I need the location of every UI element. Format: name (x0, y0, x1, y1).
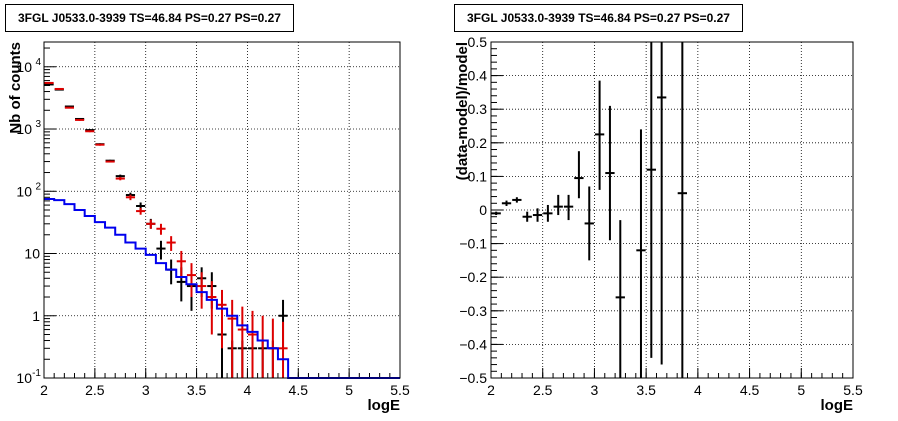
data-point (278, 321, 288, 378)
data-point (247, 310, 258, 378)
data-point (217, 289, 227, 349)
x-tick-label: 4 (244, 382, 252, 398)
data-point (176, 250, 186, 279)
plot-frame (43, 41, 401, 379)
x-axis-label: logE (368, 397, 401, 414)
data-point (584, 186, 594, 261)
data-point (501, 200, 512, 206)
y-tick-exponent: 4 (35, 57, 41, 68)
x-tick-label: 2.5 (533, 382, 553, 398)
residuals-chart-title: 3FGL J0533.0-3939 TS=46.84 PS=0.27 PS=0.… (454, 4, 743, 32)
y-tick-label: 10 (16, 370, 32, 386)
data-point (136, 207, 146, 215)
data-point (512, 197, 522, 203)
residuals-panel: 3FGL J0533.0-3939 TS=46.84 PS=0.27 PS=0.… (449, 0, 898, 421)
data-point (615, 220, 625, 378)
y-axis-label: Nb of counts (7, 42, 24, 134)
data-point (646, 42, 656, 358)
y-tick-exponent: 2 (35, 181, 41, 192)
data-point (105, 160, 115, 163)
data-point (44, 83, 54, 86)
y-tick-label: 1 (32, 308, 40, 324)
y-tick-label: −0.1 (459, 236, 487, 252)
data-point (156, 223, 166, 235)
residuals-chart: 2 2.5 3 3.5 4 4.5 5 5.5 −0.5 −0.4 −0.3 −0.2 −0.1 0 0.1… (454, 34, 863, 414)
x-tick-label: 5 (797, 382, 805, 398)
y-tick-label: −0.4 (459, 336, 487, 352)
y-tick-label: 10 (24, 246, 40, 262)
data-point (636, 129, 646, 378)
data-point (605, 105, 615, 241)
data-point (186, 263, 197, 298)
data-point (553, 194, 563, 216)
data-point (522, 211, 532, 222)
x-tick-label: 4.5 (740, 382, 760, 398)
data-point (574, 151, 584, 199)
data-point (197, 272, 207, 309)
counts-chart-title: 3FGL J0533.0-3939 TS=46.84 PS=0.27 PS=0.… (5, 4, 294, 32)
y-tick-label: 0.4 (468, 68, 488, 84)
data-point (85, 130, 95, 133)
data-point (146, 219, 156, 229)
y-tick-label: 10 (16, 183, 32, 199)
data-point (227, 299, 237, 378)
data-point (594, 80, 605, 190)
data-point (75, 118, 85, 121)
y-tick-label: 0 (479, 202, 487, 218)
data-point (156, 240, 166, 260)
y-tick-label: 0.3 (468, 101, 488, 117)
y-tick-label: −0.3 (459, 303, 487, 319)
x-tick-label: 2.5 (85, 382, 105, 398)
x-tick-label: 2 (487, 382, 495, 398)
data-point (95, 143, 105, 146)
x-tick-label: 4 (694, 382, 702, 398)
data-point (54, 87, 64, 90)
y-tick-label: 0.1 (468, 168, 488, 184)
y-tick-label: −0.2 (459, 269, 487, 285)
data-point (125, 194, 136, 201)
counts-panel: 3FGL J0533.0-3939 TS=46.84 PS=0.27 PS=0.… (5, 4, 410, 414)
data-point (677, 42, 687, 378)
x-tick-label: 3.5 (187, 382, 207, 398)
data-point (237, 306, 247, 378)
data-point (491, 211, 501, 216)
y-tick-label: −0.5 (459, 370, 487, 386)
x-tick-label: 4.5 (289, 382, 309, 398)
data-point (115, 176, 125, 181)
x-tick-label: 2 (40, 382, 48, 398)
plot-frame (490, 41, 854, 379)
data-point (563, 194, 574, 221)
x-tick-label: 5.5 (843, 382, 863, 398)
y-tick-exponent: 3 (35, 119, 41, 130)
data-point (64, 106, 75, 109)
data-point (657, 42, 667, 365)
x-tick-label: 5 (345, 382, 353, 398)
data-point (44, 81, 54, 84)
y-tick-exponent: -1 (32, 368, 41, 379)
x-tick-label: 3 (142, 382, 150, 398)
data-point (543, 204, 553, 222)
y-tick-label: 0.5 (468, 34, 488, 50)
y-tick-label: 10 (16, 121, 32, 137)
x-tick-label: 3.5 (636, 382, 656, 398)
data-point (207, 281, 217, 335)
data-point (166, 236, 176, 251)
x-tick-label: 5.5 (390, 382, 410, 398)
y-axis-label: (data-model)/model (454, 42, 471, 180)
x-tick-label: 3 (591, 382, 599, 398)
y-tick-label: 10 (16, 59, 32, 75)
data-point (532, 208, 543, 222)
x-axis-label: logE (821, 397, 854, 414)
y-tick-label: 0.2 (468, 135, 488, 151)
